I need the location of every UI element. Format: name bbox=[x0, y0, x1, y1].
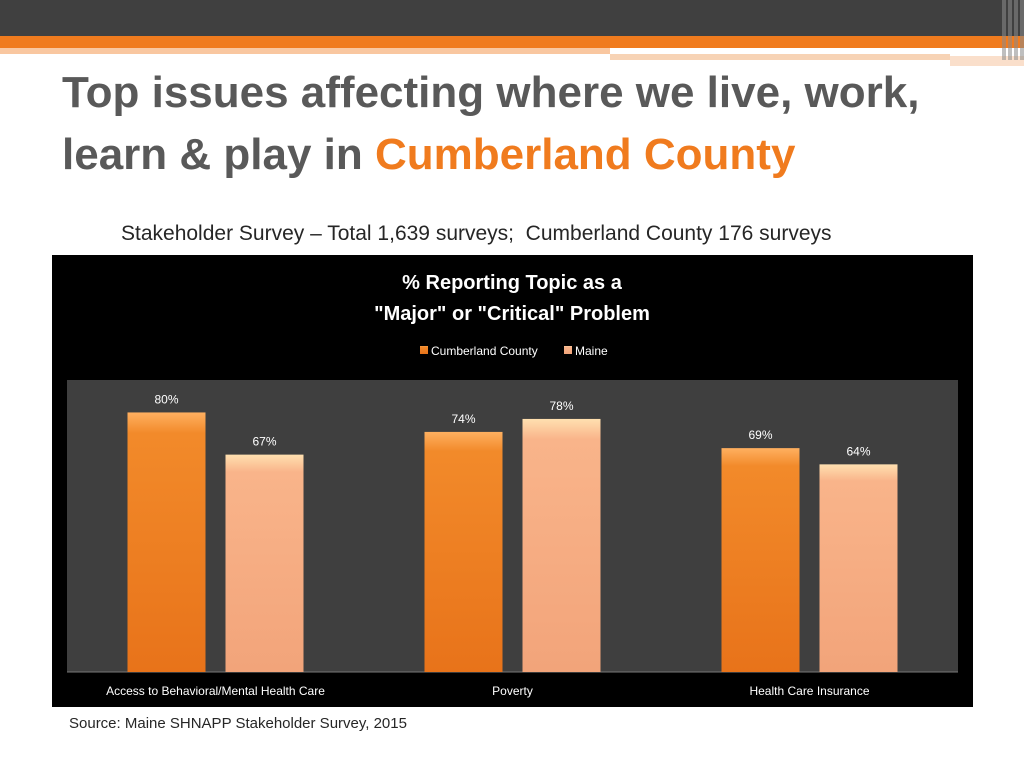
chart-title-line2: "Major" or "Critical" Problem bbox=[374, 303, 650, 325]
x-tick-label-3: Health Care Insurance bbox=[749, 684, 869, 698]
data-label-maine-2: 78% bbox=[549, 399, 573, 413]
header-light-stripe-3 bbox=[950, 56, 1024, 66]
data-label-cumberland-1: 80% bbox=[154, 392, 178, 406]
bar-cumberland-1 bbox=[127, 412, 206, 672]
header-dark-bar bbox=[0, 0, 1024, 36]
source-note: Source: Maine SHNAPP Stakeholder Survey,… bbox=[69, 715, 407, 732]
data-label-maine-3: 64% bbox=[846, 444, 870, 458]
slide-title-line2-text: learn & play in bbox=[62, 130, 375, 179]
bar-maine-2 bbox=[522, 418, 601, 672]
slide-title: Top issues affecting where we live, work… bbox=[62, 62, 962, 186]
legend-label-2: Maine bbox=[575, 344, 608, 358]
header-decoration bbox=[990, 0, 1024, 60]
plot-area bbox=[67, 380, 958, 672]
chart-container: % Reporting Topic as a "Major" or "Critic… bbox=[52, 255, 973, 707]
slide-title-line1: Top issues affecting where we live, work… bbox=[62, 68, 920, 117]
bar-maine-1 bbox=[225, 454, 304, 672]
bar-maine-3 bbox=[819, 464, 898, 672]
header-light-stripe-2 bbox=[610, 54, 950, 60]
header-light-stripe bbox=[0, 48, 610, 54]
slide-title-line2: learn & play in Cumberland County bbox=[62, 124, 962, 186]
bar-cumberland-3 bbox=[721, 448, 800, 672]
legend-swatch-2 bbox=[564, 346, 572, 354]
legend-swatch-1 bbox=[420, 346, 428, 354]
chart-title-line1: % Reporting Topic as a bbox=[402, 272, 623, 294]
legend-label-1: Cumberland County bbox=[431, 344, 538, 358]
bar-cumberland-2 bbox=[424, 431, 503, 672]
slide-title-highlight: Cumberland County bbox=[374, 130, 796, 179]
data-label-maine-1: 67% bbox=[252, 435, 276, 449]
data-label-cumberland-3: 69% bbox=[748, 428, 772, 442]
bar-chart: % Reporting Topic as a "Major" or "Critic… bbox=[67, 272, 958, 698]
slide-subtitle: Stakeholder Survey – Total 1,639 surveys… bbox=[121, 222, 832, 245]
x-tick-label-2: Poverty bbox=[492, 684, 533, 698]
data-label-cumberland-2: 74% bbox=[451, 412, 475, 426]
header-orange-stripe bbox=[0, 36, 1024, 48]
x-tick-label-1: Access to Behavioral/Mental Health Care bbox=[106, 684, 325, 698]
